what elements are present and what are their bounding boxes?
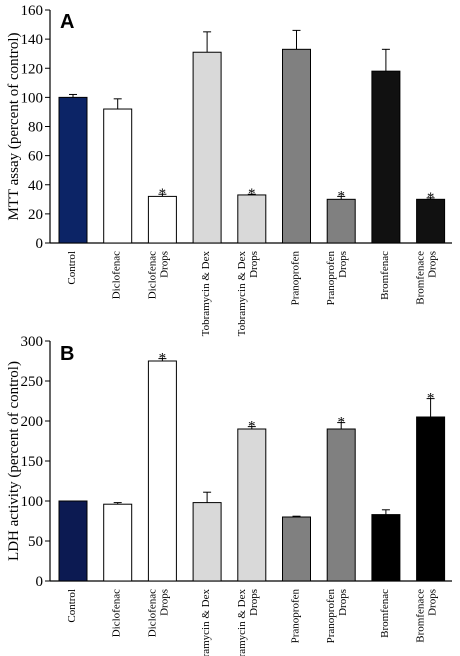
- bar-8: [371, 70, 401, 244]
- significance-marker: *: [427, 391, 435, 407]
- category-label: Drops: [158, 589, 170, 616]
- y-tick-label: 140: [21, 32, 44, 48]
- y-axis-label: LDH activity (percent of control): [6, 361, 22, 561]
- category-label: Diclofenac: [146, 589, 158, 637]
- category-label: Diclofenac: [111, 251, 123, 299]
- category-label: Bromfenac: [379, 589, 391, 638]
- category-label: Tobramycin & Dex: [200, 251, 212, 337]
- y-tick-label: 100: [21, 90, 44, 106]
- category-label: Pranoprofen: [290, 251, 302, 306]
- y-tick-label: 300: [21, 334, 44, 350]
- bar-1: [58, 500, 88, 582]
- y-tick-label: 50: [28, 534, 43, 550]
- bar-1: [58, 96, 88, 244]
- bar-2: [103, 108, 133, 244]
- significance-marker: *: [159, 186, 167, 202]
- bar-7: [326, 428, 356, 582]
- category-label: Drops: [427, 589, 439, 616]
- category-label: Tobramycin & Dex: [236, 251, 248, 337]
- y-axis-label: MTT assay (percent of control): [6, 33, 22, 221]
- bar-6: [282, 48, 311, 244]
- bar-9: [416, 198, 446, 244]
- y-tick-label: 40: [28, 178, 43, 194]
- significance-marker: *: [248, 186, 256, 202]
- category-label: Bromfenace: [415, 251, 427, 305]
- category-label: Control: [66, 251, 78, 285]
- category-label: Drops: [248, 589, 260, 616]
- y-tick-label: 250: [21, 374, 44, 390]
- panel-letter: B: [60, 343, 74, 365]
- category-label: Diclofenac: [111, 589, 123, 637]
- y-tick-label: 80: [28, 120, 43, 136]
- y-tick-label: 20: [28, 207, 43, 223]
- significance-marker: *: [427, 190, 435, 206]
- y-tick-label: 0: [36, 236, 44, 252]
- category-label: Drops: [248, 251, 260, 278]
- y-tick-label: 60: [28, 149, 43, 165]
- category-label: Pranoprofen: [325, 251, 337, 306]
- bar-7: [326, 198, 356, 244]
- category-label: Drops: [337, 251, 349, 278]
- panel-letter: A: [60, 11, 74, 33]
- category-label: Drops: [337, 589, 349, 616]
- category-label: Bromfenace: [415, 589, 427, 643]
- bar-5: [237, 428, 267, 582]
- bar-9: [416, 416, 446, 582]
- y-tick-label: 200: [21, 414, 44, 430]
- category-label: Drops: [427, 251, 439, 278]
- panel-b: 0 50 100 150 200 250 300 LDH activity (percent …: [6, 334, 452, 656]
- significance-marker: *: [337, 188, 345, 204]
- y-tick-label: 160: [21, 3, 44, 19]
- category-label: Tobramycin & Dex: [236, 589, 248, 656]
- y-tick-label: 100: [21, 494, 44, 510]
- category-label: Pranoprofen: [290, 589, 302, 644]
- category-label: Diclofenac: [146, 251, 158, 299]
- y-tick-label: 150: [21, 454, 44, 470]
- category-label: Control: [66, 589, 78, 623]
- significance-marker: *: [159, 351, 167, 367]
- significance-marker: *: [337, 415, 345, 431]
- category-label: Pranoprofen: [325, 589, 337, 644]
- y-tick-label: 120: [21, 61, 44, 77]
- bar-6: [282, 516, 311, 582]
- y-tick-label: 0: [36, 574, 44, 590]
- panel-a: 0 20 40 60 80 100 120 140 160 MTT assay (percent …: [6, 3, 452, 336]
- bar-8: [371, 514, 401, 582]
- significance-marker: *: [248, 419, 256, 435]
- category-label: Bromfenac: [379, 251, 391, 300]
- bar-3: [147, 360, 177, 582]
- bar-4: [192, 51, 222, 244]
- bar-4: [192, 502, 222, 582]
- category-label: Drops: [158, 251, 170, 278]
- bar-2: [103, 503, 133, 582]
- category-label: Tobramycin & Dex: [200, 589, 212, 656]
- bar-3: [147, 195, 177, 244]
